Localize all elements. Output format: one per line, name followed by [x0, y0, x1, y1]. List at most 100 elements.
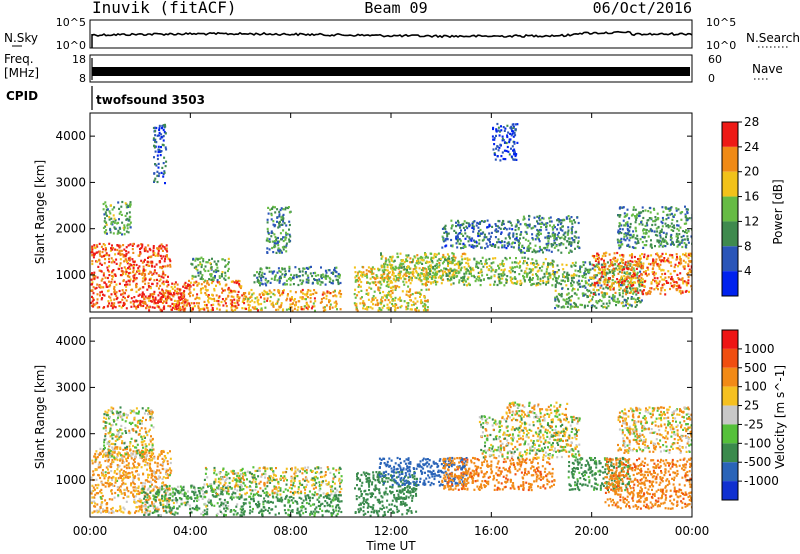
range-gate-cell	[690, 266, 692, 269]
range-gate-cell	[159, 297, 162, 300]
range-gate-cell	[629, 282, 632, 285]
range-gate-cell	[122, 244, 125, 247]
range-gate-cell	[477, 226, 480, 229]
noise-left-label: N.Sky	[4, 31, 38, 45]
range-gate-cell	[573, 219, 575, 222]
range-gate-cell	[522, 277, 525, 280]
range-gate-cell	[410, 261, 413, 264]
range-gate-cell	[503, 246, 506, 249]
range-gate-cell	[119, 210, 122, 213]
range-gate-cell	[266, 230, 269, 233]
range-gate-cell	[125, 464, 128, 467]
range-gate-cell	[146, 304, 149, 307]
range-gate-cell	[248, 292, 251, 295]
range-gate-cell	[108, 257, 110, 260]
range-gate-cell	[243, 292, 246, 295]
range-gate-cell	[536, 262, 539, 265]
range-gate-cell	[116, 458, 119, 462]
range-gate-cell	[511, 123, 514, 126]
range-gate-cell	[684, 216, 687, 219]
range-gate-cell	[447, 259, 450, 262]
range-gate-cell	[619, 230, 621, 234]
range-gate-cell	[230, 280, 233, 283]
range-gate-cell	[109, 212, 112, 215]
range-gate-cell	[677, 224, 680, 227]
range-gate-cell	[416, 300, 419, 303]
range-gate-cell	[310, 265, 312, 268]
range-gate-cell	[646, 257, 649, 260]
range-gate-cell	[378, 289, 381, 292]
range-gate-cell	[190, 302, 193, 305]
range-gate-cell	[149, 270, 152, 273]
range-gate-cell	[597, 289, 600, 292]
range-gate-cell	[545, 272, 548, 275]
range-gate-cell	[425, 280, 428, 283]
range-gate-cell	[561, 263, 564, 266]
station-title: Inuvik (fitACF)	[92, 0, 237, 17]
range-gate-cell	[432, 257, 435, 260]
range-gate-cell	[639, 270, 642, 273]
range-gate-cell	[163, 170, 166, 173]
range-gate-cell	[409, 293, 412, 296]
range-gate-cell	[319, 301, 322, 304]
range-gate-cell	[459, 226, 462, 229]
range-gate-cell	[642, 267, 644, 270]
range-gate-cell	[461, 258, 464, 261]
range-gate-cell	[379, 286, 382, 289]
range-gate-cell	[274, 240, 277, 243]
range-gate-cell	[146, 462, 149, 465]
range-gate-cell	[210, 278, 213, 281]
range-gate-cell	[332, 271, 335, 274]
range-gate-cell	[440, 277, 442, 280]
range-gate-cell	[516, 123, 519, 126]
range-gate-cell	[630, 275, 633, 278]
range-gate-cell	[170, 285, 173, 289]
range-gate-cell	[517, 221, 519, 224]
range-gate-cell	[442, 278, 445, 281]
range-gate-cell	[185, 285, 188, 288]
range-gate-cell	[677, 229, 680, 232]
range-gate-cell	[135, 286, 138, 289]
range-gate-cell	[314, 278, 316, 281]
range-gate-cell	[423, 278, 426, 281]
range-gate-cell	[497, 129, 500, 132]
range-gate-cell	[628, 234, 631, 237]
range-gate-cell	[328, 301, 330, 304]
range-gate-cell	[174, 281, 177, 284]
range-gate-cell	[316, 281, 319, 284]
range-gate-cell	[386, 280, 389, 284]
range-gate-cell	[217, 296, 220, 299]
range-gate-cell	[299, 296, 302, 299]
range-gate-cell	[143, 249, 146, 253]
range-gate-cell	[566, 275, 569, 278]
range-gate-cell	[386, 266, 389, 269]
range-gate-cell	[538, 233, 540, 237]
range-gate-cell	[95, 509, 98, 513]
range-gate-cell	[535, 260, 538, 263]
colorbar-frame	[721, 121, 739, 297]
range-gate-cell	[394, 284, 397, 288]
range-gate-cell	[526, 275, 529, 278]
range-gate-cell	[658, 245, 661, 248]
range-gate-cell	[470, 274, 473, 278]
range-gate-cell	[382, 296, 384, 299]
range-gate-cell	[597, 279, 600, 282]
range-gate-cell	[494, 158, 497, 161]
range-gate-cell	[455, 225, 457, 228]
range-gate-cell	[278, 215, 281, 218]
range-gate-cell	[149, 510, 152, 513]
range-gate-cell	[104, 201, 107, 204]
range-gate-cell	[683, 280, 686, 283]
range-gate-cell	[360, 274, 362, 277]
scatter-region	[241, 288, 343, 312]
range-gate-cell	[135, 305, 137, 309]
range-gate-cell	[335, 266, 338, 269]
range-gate-cell	[119, 490, 122, 493]
range-gate-cell	[625, 214, 628, 217]
range-gate-cell	[361, 302, 364, 305]
range-gate-cell	[148, 278, 151, 281]
range-gate-cell	[462, 226, 465, 229]
range-gate-cell	[258, 281, 260, 284]
range-gate-cell	[289, 279, 292, 282]
range-gate-cell	[116, 479, 119, 482]
